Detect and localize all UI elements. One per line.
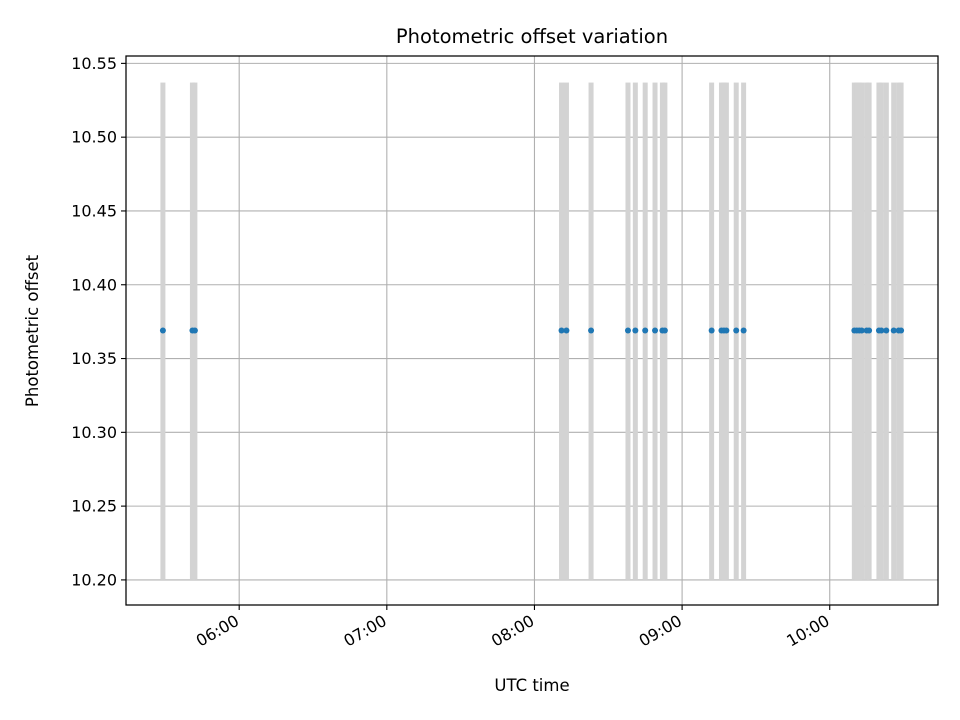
y-tick-label: 10.25 [71,497,117,516]
chart-title: Photometric offset variation [396,25,668,48]
data-point [708,327,715,334]
data-point [652,327,659,334]
y-tick-label: 10.55 [71,54,117,73]
data-point [878,327,885,334]
data-point [642,327,649,334]
y-tick-label: 10.45 [71,201,117,220]
data-points [159,327,905,334]
data-point [159,327,166,334]
data-point [558,327,565,334]
y-tick-label: 10.50 [71,128,117,147]
grid-lines [126,56,938,605]
data-point [866,327,873,334]
y-tick-label: 10.35 [71,349,117,368]
data-point [191,327,198,334]
data-point [632,327,639,334]
y-axis-ticks: 10.20 10.25 10.30 10.35 10.40 10.45 10.50 10.55 [71,54,126,589]
data-point [858,327,865,334]
data-point [563,327,570,334]
y-tick-label: 10.40 [71,275,117,294]
y-axis-title: Photometric offset [23,254,42,407]
data-point [898,327,905,334]
y-tick-label: 10.20 [71,570,117,589]
data-point [624,327,631,334]
data-point [588,327,595,334]
x-axis-title: UTC time [494,676,569,695]
data-point [740,327,747,334]
data-point [733,327,740,334]
data-point [890,327,897,334]
data-point [723,327,730,334]
data-point [661,327,668,334]
y-tick-label: 10.30 [71,423,117,442]
data-point [883,327,890,334]
plot-frame [125,55,939,606]
